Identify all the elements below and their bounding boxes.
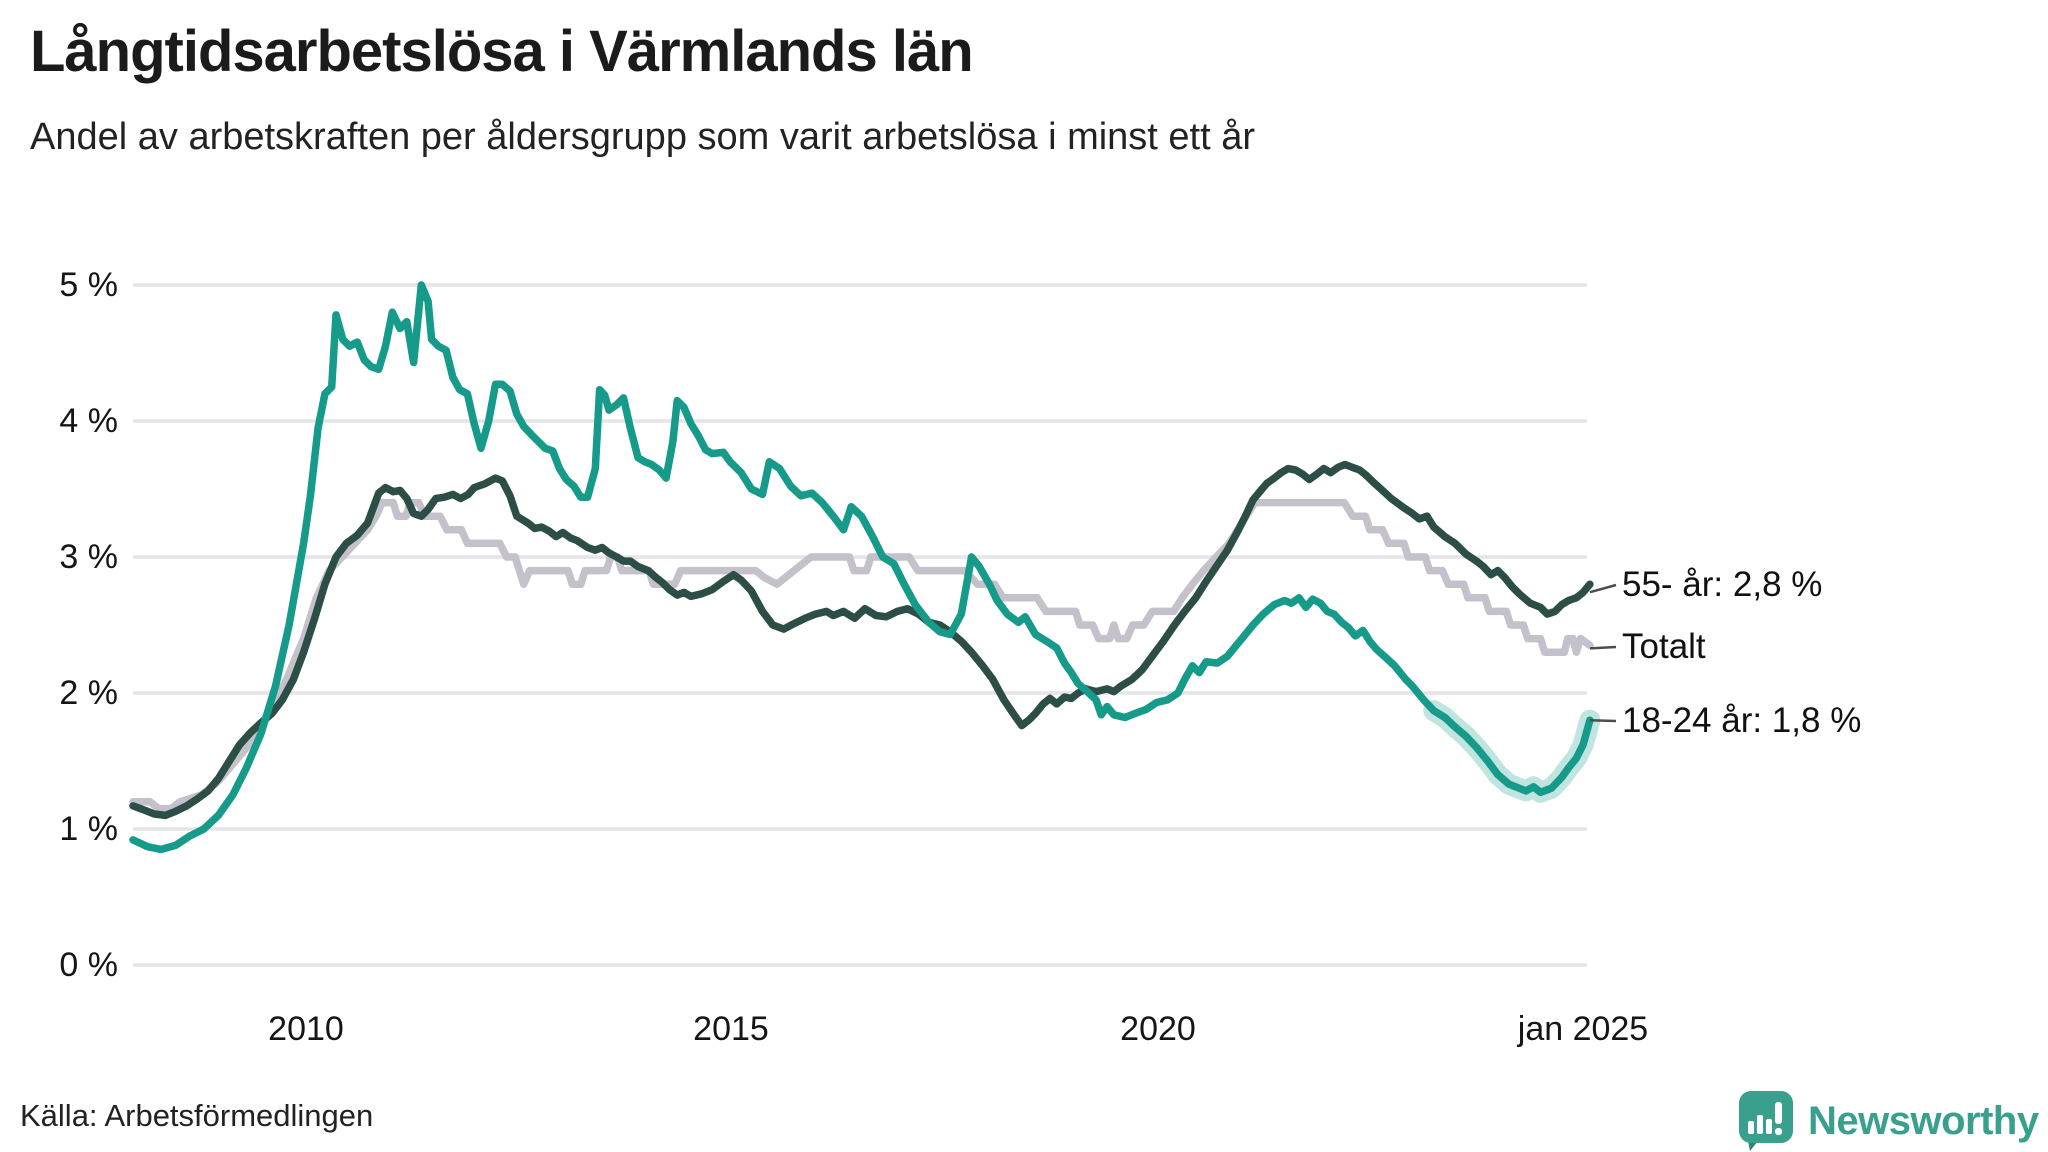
- page-title: Långtidsarbetslösa i Värmlands län: [30, 19, 974, 84]
- newsworthy-logo-icon: [1739, 1091, 1793, 1151]
- y-tick-2: 2 %: [59, 674, 118, 712]
- chart-subtitle: Andel av arbetskraften per åldersgrupp s…: [30, 116, 1256, 158]
- x-tick-2015: 2015: [693, 1010, 769, 1048]
- x-tick-2020: 2020: [1120, 1010, 1196, 1048]
- y-tick-1: 1 %: [59, 810, 118, 848]
- series-label-55: 55- år: 2,8 %: [1622, 565, 1823, 604]
- label-connector-1: [1589, 645, 1617, 650]
- source-note: Källa: Arbetsförmedlingen: [20, 1098, 374, 1133]
- y-tick-4: 4 %: [59, 402, 118, 440]
- label-connector-2: [1589, 718, 1617, 723]
- series-line-totalt: [129, 498, 1594, 813]
- newsworthy-logo-text: Newsworthy: [1808, 1098, 2039, 1143]
- series-line-55: [129, 460, 1594, 820]
- y-tick-0: 0 %: [59, 946, 118, 984]
- y-tick-5: 5 %: [59, 266, 118, 304]
- series-line-18-24: [129, 281, 1594, 854]
- x-tick-2010: 2010: [268, 1010, 344, 1048]
- y-tick-3: 3 %: [59, 538, 118, 576]
- series-label-totalt: Totalt: [1622, 627, 1706, 666]
- series-label-18-24: 18-24 år: 1,8 %: [1622, 701, 1862, 740]
- series-band-18-24: [1423, 700, 1601, 803]
- label-connector-0: [1589, 583, 1617, 594]
- x-tick-jan2025: jan 2025: [1517, 1010, 1649, 1048]
- newsworthy-logo: Newsworthy: [1738, 1090, 2039, 1152]
